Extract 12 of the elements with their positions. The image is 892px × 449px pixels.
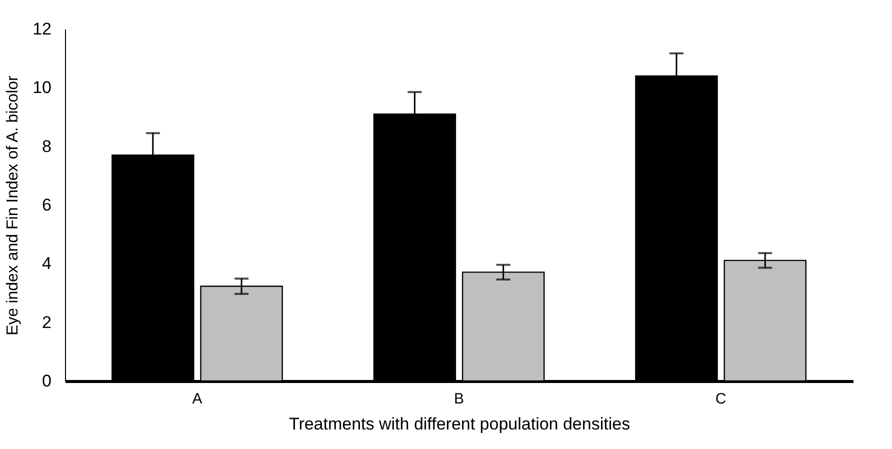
x-tick-label: B <box>454 390 464 408</box>
x-tick-label: C <box>715 390 726 408</box>
x-axis-title: Treatments with different population densities <box>288 414 630 434</box>
y-axis-title: Eye index and Fin Index of A. bicolor <box>4 74 22 336</box>
y-tick-label: 12 <box>32 20 52 38</box>
y-tick-label: 8 <box>42 136 52 156</box>
y-tick-label: 0 <box>42 372 52 390</box>
x-tick-label: A <box>192 390 202 408</box>
y-tick-label: 6 <box>42 196 52 214</box>
y-tick-label: 2 <box>42 312 52 332</box>
y-tick-label: 10 <box>32 78 52 98</box>
y-tick-label: 4 <box>42 254 52 274</box>
